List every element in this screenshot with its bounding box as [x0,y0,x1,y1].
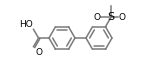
Text: S: S [107,12,115,22]
Text: O: O [119,13,125,22]
Text: O: O [35,48,42,57]
Text: O: O [93,13,100,22]
Text: HO: HO [19,20,33,29]
